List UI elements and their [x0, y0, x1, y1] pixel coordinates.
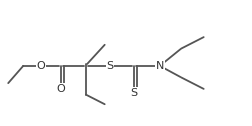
Text: S: S	[106, 61, 113, 71]
Text: S: S	[130, 88, 137, 98]
Text: O: O	[56, 84, 65, 94]
Text: N: N	[156, 61, 164, 71]
Text: O: O	[37, 61, 45, 71]
